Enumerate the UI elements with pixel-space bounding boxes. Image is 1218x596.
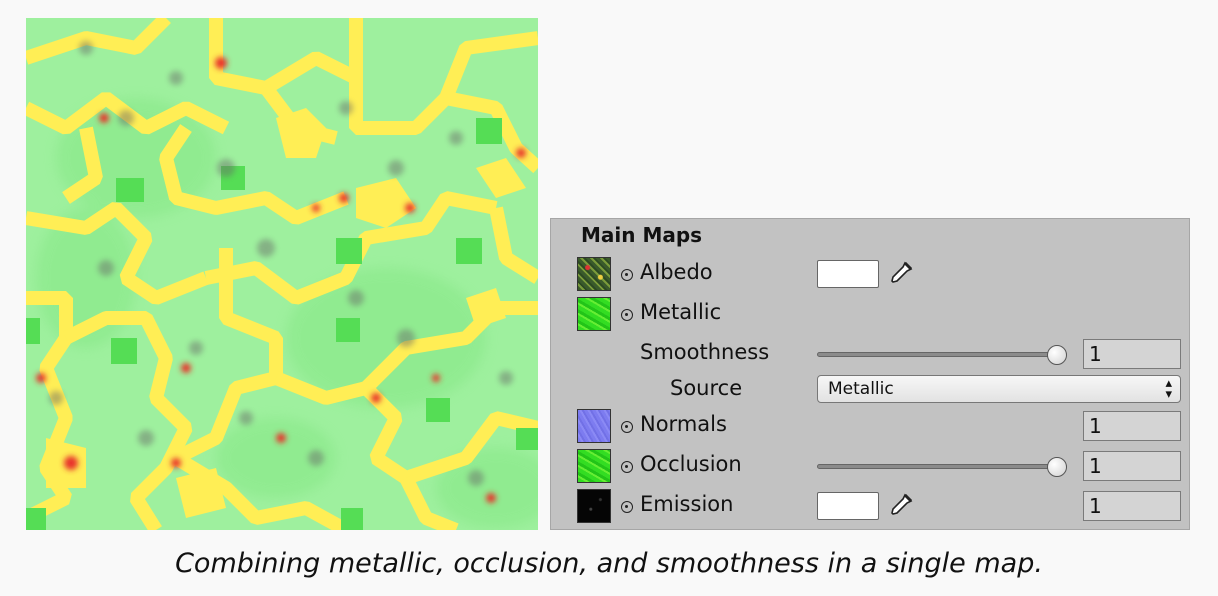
section-title: Main Maps [581,223,703,247]
normal-map-thumbnail-icon[interactable] [577,409,611,443]
figure-caption: Combining metallic, occlusion, and smoot… [175,548,1043,579]
metallic-label: Metallic [640,300,722,324]
eyedropper-icon[interactable] [887,259,915,287]
up-down-arrow-icon: ▴ ▾ [1165,376,1172,402]
smoothness-value-field[interactable]: 1 [1083,339,1181,369]
texture-slot-icon[interactable] [621,269,633,281]
emission-color-swatch[interactable] [817,492,879,520]
source-dropdown-value: Metallic [828,379,894,399]
normals-label: Normals [640,412,727,436]
material-inspector-panel: Main Maps Albedo Metallic Smoothness 1 S… [550,218,1190,530]
metallic-texture-thumbnail-icon[interactable] [577,297,611,331]
emission-texture-thumbnail-icon[interactable] [577,489,611,523]
emission-intensity-field[interactable]: 1 [1083,491,1181,521]
texture-slot-icon[interactable] [621,461,633,473]
albedo-texture-thumbnail-icon[interactable] [577,257,611,291]
normals-scale-field[interactable]: 1 [1083,411,1181,441]
occlusion-slider-thumb[interactable] [1047,457,1067,477]
occlusion-texture-thumbnail-icon[interactable] [577,449,611,483]
albedo-color-swatch[interactable] [817,260,879,288]
smoothness-slider-track[interactable] [817,352,1067,357]
occlusion-value-field[interactable]: 1 [1083,451,1181,481]
source-label: Source [670,376,743,400]
occlusion-label: Occlusion [640,452,742,476]
smoothness-slider-thumb[interactable] [1047,345,1067,365]
occlusion-slider-track[interactable] [817,464,1067,469]
smoothness-label: Smoothness [640,340,770,364]
texture-slot-icon[interactable] [621,309,633,321]
eyedropper-icon[interactable] [887,491,915,519]
emission-label: Emission [640,492,734,516]
albedo-label: Albedo [640,260,713,284]
texture-slot-icon[interactable] [621,501,633,513]
texture-slot-icon[interactable] [621,421,633,433]
combined-texture-preview [26,18,538,530]
source-dropdown[interactable]: Metallic ▴ ▾ [817,375,1181,403]
